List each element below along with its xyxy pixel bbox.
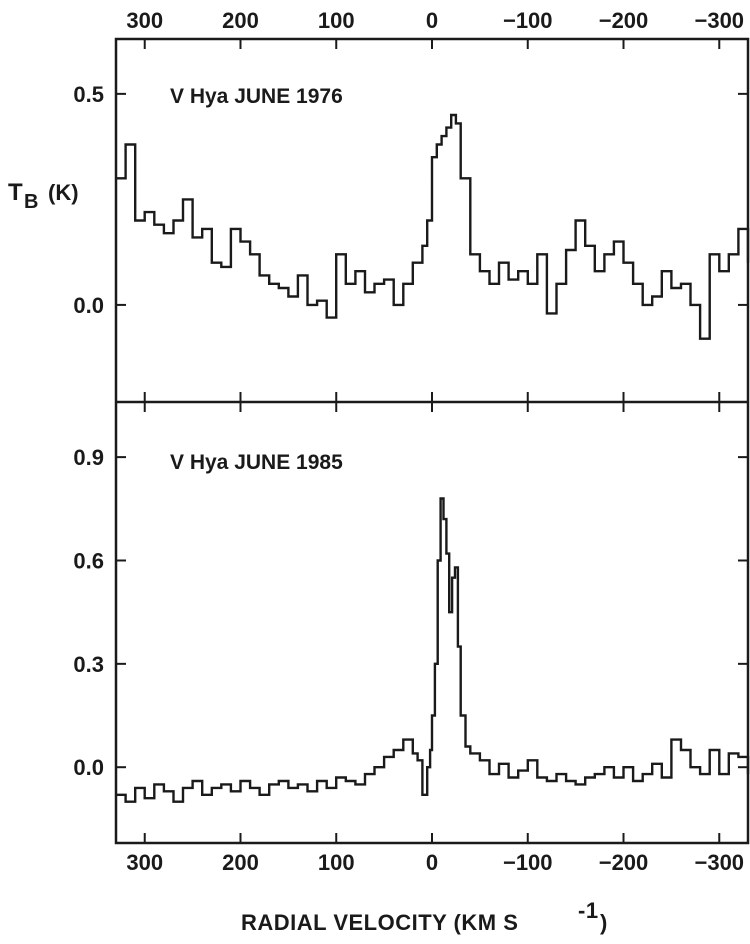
- x-tick-label-top: −200: [599, 8, 649, 33]
- y-tick-label: 0.9: [73, 445, 104, 470]
- y-tick-label: 0.0: [73, 755, 104, 780]
- x-tick-label-top: −100: [503, 8, 553, 33]
- spectrum-trace-panel-2: [116, 497, 750, 803]
- x-tick-label-bottom: 300: [126, 850, 163, 875]
- x-tick-label-top: 100: [318, 8, 355, 33]
- x-tick-label-bottom: 100: [318, 850, 355, 875]
- y-axis-label-main: T: [8, 179, 23, 206]
- y-tick-label: 0.3: [73, 652, 104, 677]
- x-tick-label-bottom: −300: [694, 850, 744, 875]
- x-tick-label-top: 300: [126, 8, 163, 33]
- spectrum-trace-panel-1: [116, 113, 750, 340]
- x-axis-label-exponent: -1: [578, 898, 599, 923]
- x-tick-label-top: −300: [694, 8, 744, 33]
- ticks-layer: 300 300 200 200 100 100 0 0 −100 −100 −200 −200 −300…: [73, 8, 748, 875]
- y-tick-label: 0.5: [73, 82, 104, 107]
- y-tick-label: 0.0: [73, 293, 104, 318]
- x-axis-label: RADIAL VELOCITY (KM S -1 ): [241, 898, 608, 935]
- panel-1-title: V Hya JUNE 1976: [170, 85, 343, 108]
- x-tick-label-top: 0: [426, 8, 438, 33]
- x-tick-label-bottom: 0: [426, 850, 438, 875]
- x-axis-label-main: RADIAL VELOCITY (KM S: [241, 910, 518, 935]
- x-tick-label-bottom: −100: [503, 850, 553, 875]
- traces-layer: [116, 113, 750, 803]
- y-axis-label-subscript: B: [24, 191, 38, 213]
- x-tick-label-bottom: 200: [222, 850, 259, 875]
- y-axis-label-unit: (K): [48, 180, 79, 205]
- y-tick-label: 0.6: [73, 548, 104, 573]
- panel-2-title: V Hya JUNE 1985: [170, 451, 343, 474]
- y-axis-label: T B (K): [8, 179, 79, 213]
- x-axis-label-close-paren: ): [600, 910, 608, 935]
- x-tick-label-bottom: −200: [599, 850, 649, 875]
- x-tick-label-top: 200: [222, 8, 259, 33]
